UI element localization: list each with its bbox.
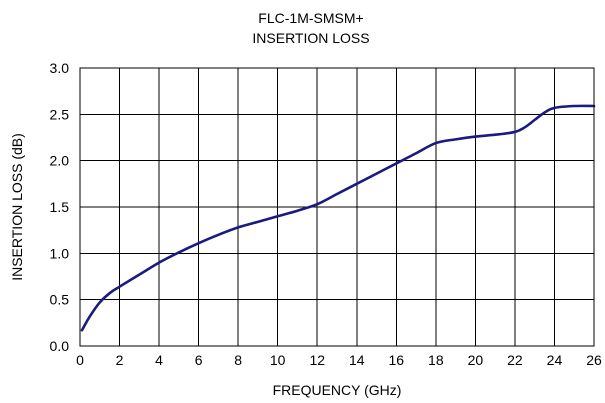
x-tick-label: 0 bbox=[76, 352, 84, 368]
x-tick-label: 10 bbox=[270, 352, 286, 368]
y-tick-label: 1.5 bbox=[50, 199, 70, 215]
grid-lines bbox=[79, 67, 595, 347]
x-tick-label: 6 bbox=[195, 352, 203, 368]
y-axis-label: INSERTION LOSS (dB) bbox=[9, 133, 25, 281]
y-tick-label: 0.0 bbox=[50, 338, 70, 354]
x-tick-label: 8 bbox=[234, 352, 242, 368]
x-tick-label: 24 bbox=[547, 352, 563, 368]
x-tick-label: 26 bbox=[586, 352, 602, 368]
insertion-loss-series-line bbox=[80, 104, 596, 332]
chart-subtitle: INSERTION LOSS bbox=[252, 30, 369, 46]
x-tick-label: 12 bbox=[309, 352, 325, 368]
x-tick-label: 14 bbox=[349, 352, 365, 368]
x-tick-label: 20 bbox=[468, 352, 484, 368]
y-tick-label: 2.0 bbox=[50, 153, 70, 169]
x-tick-label: 16 bbox=[389, 352, 405, 368]
y-tick-label: 0.5 bbox=[50, 292, 70, 308]
y-tick-label: 1.0 bbox=[50, 245, 70, 261]
x-tick-label: 22 bbox=[507, 352, 523, 368]
x-tick-label: 4 bbox=[155, 352, 163, 368]
x-tick-label: 2 bbox=[116, 352, 124, 368]
y-tick-label: 2.5 bbox=[50, 106, 70, 122]
series-layer bbox=[80, 104, 596, 332]
plot-frame bbox=[79, 67, 595, 347]
x-tick-label: 18 bbox=[428, 352, 444, 368]
tick-labels: 0 2 4 6 8 10 12 14 16 18 20 22 24 260.00.51.01.52.02.… bbox=[50, 60, 602, 368]
chart-title: FLC-1M-SMSM+ bbox=[258, 10, 363, 26]
y-tick-label: 3.0 bbox=[50, 60, 70, 76]
x-axis-label: FREQUENCY (GHz) bbox=[273, 382, 402, 398]
